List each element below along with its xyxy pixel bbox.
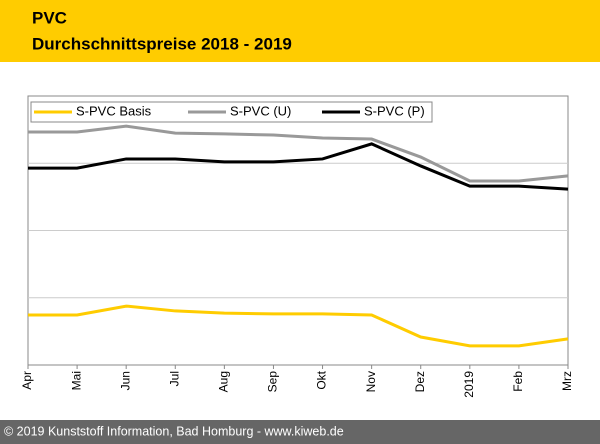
legend-label: S-PVC Basis (76, 103, 152, 118)
chart-subtitle: Durchschnittspreise 2018 - 2019 (32, 34, 292, 53)
x-tick-label: Okt (315, 370, 329, 389)
x-tick-label: Nov (364, 371, 378, 392)
x-tick-label: Aug (217, 371, 231, 392)
x-tick-label: 2019 (462, 371, 476, 398)
series-line (28, 124, 569, 183)
x-tick-label: Feb (511, 371, 525, 392)
legend-box (30, 101, 433, 123)
x-tick-label: Dez (413, 371, 427, 392)
footer: © 2019 Kunststoff Information, Bad Hombu… (4, 424, 344, 438)
x-tick-label: Jun (118, 371, 132, 390)
x-tick-label: Jul (167, 371, 181, 386)
header (0, 0, 600, 62)
series-line (28, 304, 569, 348)
x-tick-label: Apr (20, 371, 34, 390)
footer-bar (0, 420, 600, 444)
x-tick-label: Mrz (560, 371, 574, 391)
series-line (28, 142, 569, 191)
x-tick-label: Mai (69, 371, 83, 390)
x-tick-label: Sep (266, 371, 280, 393)
legend-label: S-PVC (U) (230, 103, 291, 118)
legend-label: S-PVC (P) (364, 103, 425, 118)
chart-title: PVC (32, 8, 67, 27)
